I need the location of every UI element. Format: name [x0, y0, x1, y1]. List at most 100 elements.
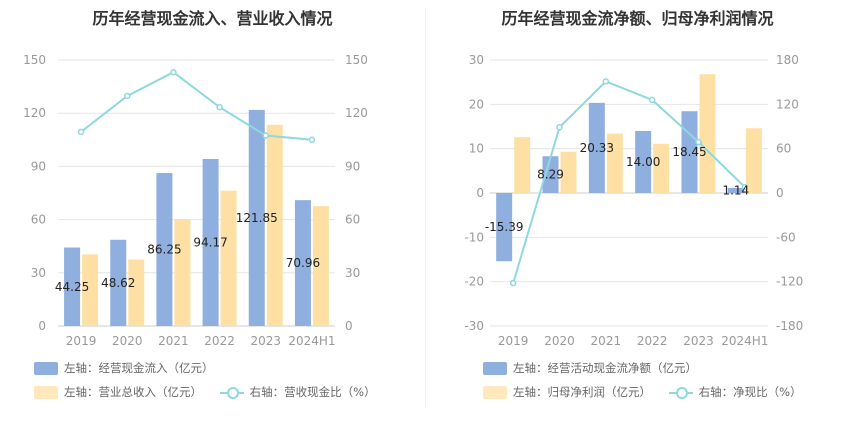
- bar-series-2: [514, 137, 531, 193]
- bar-series-1: [202, 159, 219, 326]
- data-label: 20.33: [580, 141, 614, 155]
- legend-label: 左轴：归母净利润（亿元）: [513, 385, 651, 399]
- data-label: 18.45: [672, 145, 706, 159]
- bar-series-2: [174, 219, 191, 326]
- legend-item[interactable]: 右轴：营收现金比（%）: [219, 384, 376, 400]
- legend-label: 右轴：净现比（%）: [698, 385, 802, 399]
- legend-row-2: 左轴：归母净利润（亿元） 右轴：净现比（%）: [483, 384, 816, 402]
- legend-item[interactable]: 左轴：营业总收入（亿元）: [34, 384, 202, 400]
- y-left-tick-label: 150: [23, 53, 46, 67]
- chart-panel-left: 历年经营现金流入、营业收入情况 0 30 60 90 120 150 0 30 60 90 120 1…: [23, 9, 390, 402]
- y-left-tick-label: 90: [31, 159, 46, 173]
- bar-series-1: [64, 247, 81, 326]
- line-point: [556, 123, 563, 131]
- y-left-tick-label: 30: [31, 266, 46, 280]
- line-series: [512, 80, 746, 284]
- bar-series-1: [110, 239, 127, 326]
- data-label: 44.25: [55, 280, 89, 294]
- line-point: [308, 136, 316, 144]
- bar-series-1: [635, 130, 652, 193]
- line-point: [262, 132, 269, 139]
- y-left-tick-label: -20: [464, 275, 484, 289]
- x-tick-label: 2020: [112, 334, 143, 348]
- y-right-tick-label: 120: [345, 106, 368, 120]
- y-left-tick-label: -30: [464, 319, 484, 333]
- x-tick-label: 2024H1: [721, 334, 768, 348]
- legend-swatch: [483, 385, 507, 399]
- line-point: [509, 279, 517, 287]
- bar-series-1: [727, 187, 744, 193]
- data-label: 8.29: [537, 168, 564, 182]
- y-left-tick-label: 20: [469, 97, 484, 111]
- legend-item[interactable]: 左轴：经营活动现金流净额（亿元）: [483, 360, 697, 376]
- y-right-tick-label: 120: [776, 97, 799, 111]
- line-point: [602, 78, 610, 85]
- legend-line-swatch: [219, 386, 244, 399]
- bar-series-1: [681, 111, 698, 193]
- x-tick-label: 2024H1: [288, 334, 335, 348]
- legend-row-2: 左轴：营业总收入（亿元） 右轴：营收现金比（%）: [34, 384, 390, 402]
- data-label: 70.96: [286, 256, 320, 270]
- panel-divider: [425, 8, 426, 408]
- legend-row-1: 左轴：经营活动现金流净额（亿元）: [483, 360, 711, 378]
- bar-series-1: [156, 173, 173, 326]
- bar-series-2: [699, 74, 716, 193]
- x-tick-label: 2021: [591, 334, 622, 348]
- line-point: [170, 68, 177, 76]
- y-right-tick-label: -60: [776, 230, 796, 244]
- y-right-tick-label: 0: [776, 186, 784, 200]
- y-right-tick-label: 60: [345, 213, 360, 227]
- bar-series-2: [82, 254, 99, 326]
- chart-title: 历年经营现金流入、营业收入情况: [92, 9, 333, 28]
- legend-swatch: [34, 385, 58, 399]
- chart-title: 历年经营现金流净额、归母净利润情况: [501, 9, 774, 28]
- legend-item[interactable]: 左轴：归母净利润（亿元）: [483, 384, 651, 400]
- y-left-tick-label: 60: [31, 213, 46, 227]
- x-tick-label: 2020: [544, 334, 575, 348]
- line-point: [216, 103, 223, 111]
- legend-line-swatch: [668, 386, 693, 399]
- y-right-tick-label: 90: [345, 159, 360, 173]
- bar-series-2: [312, 206, 329, 326]
- y-right-tick-label: -180: [776, 319, 803, 333]
- bar-series-2: [128, 259, 145, 326]
- x-tick-label: 2022: [204, 334, 235, 348]
- y-left-tick-label: 120: [23, 106, 46, 120]
- bar-series-2: [606, 133, 623, 193]
- legend-swatch: [34, 361, 58, 375]
- legend-label: 右轴：营收现金比（%）: [249, 385, 376, 399]
- legend-swatch: [483, 361, 507, 375]
- y-right-tick-label: -120: [776, 275, 803, 289]
- bar-series-2: [745, 128, 762, 193]
- legend-item[interactable]: 左轴：经营现金流入（亿元）: [34, 360, 214, 376]
- y-left-tick-label: -10: [464, 230, 484, 244]
- legend-item[interactable]: 右轴：净现比（%）: [668, 384, 802, 400]
- bar-series-1: [248, 109, 265, 326]
- x-tick-label: 2021: [158, 334, 189, 348]
- bar-series-1: [496, 193, 513, 262]
- bar-series-1: [542, 156, 559, 193]
- bar-series-2: [653, 143, 670, 193]
- data-label: 1.14: [722, 183, 749, 197]
- y-right-tick-label: 0: [345, 319, 353, 333]
- x-tick-label: 2023: [250, 334, 281, 348]
- x-tick-label: 2023: [683, 334, 714, 348]
- data-label: 48.62: [101, 276, 135, 290]
- y-left-tick-label: 0: [38, 319, 46, 333]
- bar-series-1: [294, 200, 311, 326]
- chart-svg-left: 0 30 60 90 120 150 0 30 60 90 120 150 2019 2020 2021 20…: [23, 53, 368, 348]
- x-tick-label: 2022: [637, 334, 668, 348]
- y-right-tick-label: 150: [345, 53, 368, 67]
- data-label: -15.39: [485, 220, 524, 234]
- chart-panel-right: 历年经营现金流净额、归母净利润情况 -30 -20 -10 0 10 20 30 -180 -1…: [425, 0, 850, 437]
- y-left-tick-label: 10: [469, 142, 484, 156]
- legend-label: 左轴：经营活动现金流净额（亿元）: [513, 361, 697, 375]
- x-tick-label: 2019: [498, 334, 529, 348]
- y-right-tick-label: 180: [776, 53, 799, 67]
- line-point: [77, 128, 85, 136]
- line-point: [741, 183, 749, 191]
- legend-row-1: 左轴：经营现金流入（亿元）: [34, 360, 228, 378]
- y-right-tick-label: 30: [345, 266, 360, 280]
- data-label: 86.25: [147, 243, 181, 257]
- bar-series-1: [588, 102, 605, 193]
